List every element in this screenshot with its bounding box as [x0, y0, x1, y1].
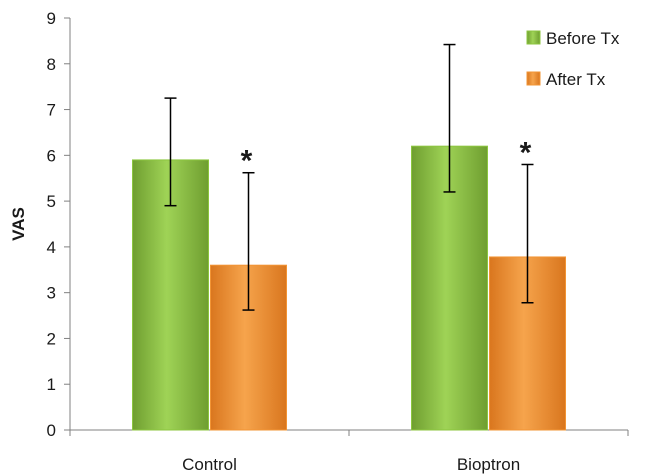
x-tick-label: Control	[182, 455, 237, 474]
y-tick-label: 6	[47, 146, 56, 165]
y-tick-label: 2	[47, 329, 56, 348]
significance-star: *	[241, 145, 253, 178]
y-tick-label: 0	[47, 421, 56, 440]
y-tick-label: 1	[47, 375, 56, 394]
bars	[132, 145, 566, 431]
legend-label: After Tx	[546, 70, 606, 89]
significance-star: *	[520, 136, 532, 169]
x-tick-label: Bioptron	[457, 455, 520, 474]
y-tick-label: 8	[47, 55, 56, 74]
legend-label: Before Tx	[546, 29, 620, 48]
y-tick-label: 7	[47, 101, 56, 120]
bar-before-tx-bioptron	[411, 145, 488, 431]
y-tick-label: 4	[47, 238, 56, 257]
legend: Before Tx After Tx	[526, 29, 620, 89]
legend-swatch	[526, 71, 541, 86]
labels: Control Bioptron VAS * *	[9, 136, 532, 474]
legend-swatch	[526, 30, 541, 45]
y-tick-label: 5	[47, 192, 56, 211]
y-tick-label: 9	[47, 9, 56, 28]
y-tick-label: 3	[47, 284, 56, 303]
y-axis-title: VAS	[9, 207, 28, 241]
error-bars	[164, 43, 534, 311]
